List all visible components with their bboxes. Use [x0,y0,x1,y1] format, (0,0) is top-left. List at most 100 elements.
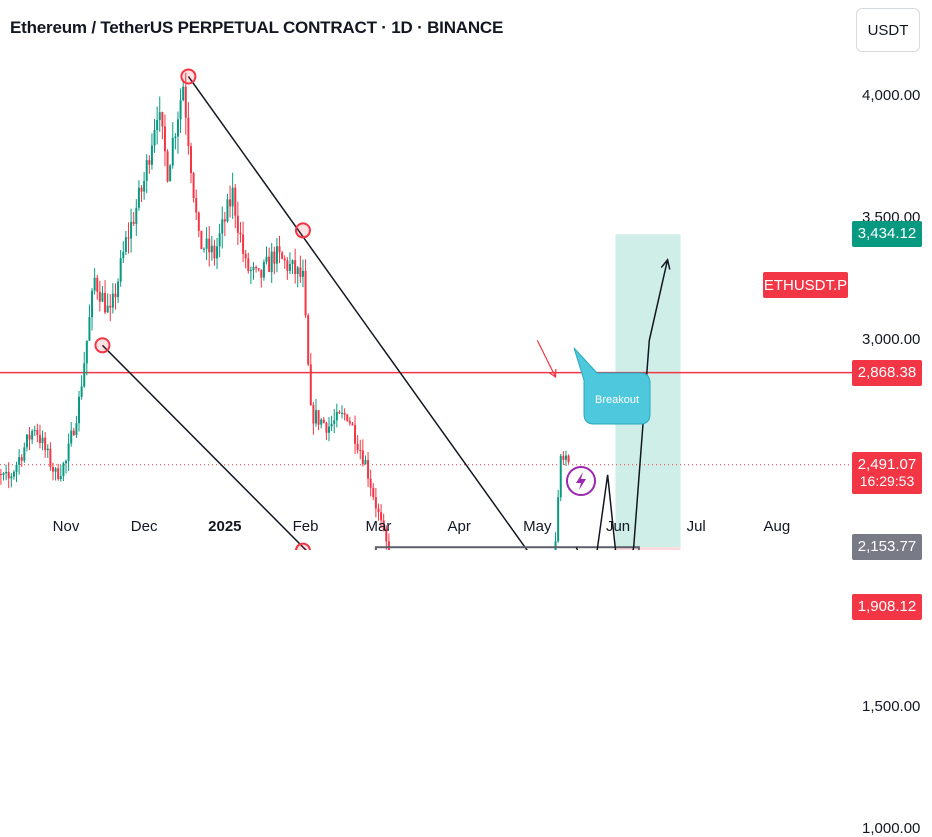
candle-body [148,160,151,165]
candle-body [564,455,567,460]
candle-body [51,466,54,472]
candle-body [325,422,328,433]
candle-body [234,187,237,216]
candle-body [85,340,88,364]
lightning-bolt-icon[interactable] [566,466,596,496]
candle-body [70,430,73,444]
candle-body [67,443,70,461]
candle-body [260,269,263,278]
candle-body [38,435,41,444]
candle-body [169,165,172,182]
candle-body [65,460,67,464]
price-badge-value: 3,434.12 [857,225,917,243]
candle-body [226,199,229,222]
candle-body [208,238,211,253]
horizontal-lines [0,371,852,466]
candle-body [137,187,140,208]
candle-body [96,277,99,292]
candle-body [57,468,60,480]
candle-body [554,541,557,550]
price-badge-last-price: 2,491.07 16:29:53 [852,451,922,494]
candle-body [127,237,130,239]
candle-body [15,464,18,472]
candle-body [216,246,219,259]
candle-body [387,541,390,550]
support-box[interactable] [374,546,640,550]
candle-body [150,145,153,165]
candle-body [229,199,232,207]
candle-body [372,487,375,498]
price-badge-value: 1,908.12 [857,598,917,616]
candle-body [33,429,36,432]
price-badge-countdown: 16:29:53 [859,472,915,489]
symbol-badge: ETHUSDT.P [763,272,848,298]
time-tick-label: Apr [447,518,471,535]
candle-body [0,473,2,475]
candle-body [49,448,52,467]
candle-body [187,117,190,147]
candle-body [275,246,278,264]
touch-point-marker [294,542,311,550]
candle-body [301,270,304,277]
candle-body [283,258,286,261]
candle-body [304,270,307,316]
candle-body [341,412,344,414]
down-arrow [536,340,557,378]
candle-body [197,212,200,231]
candle-body [255,266,258,269]
projection-arrowhead [660,258,671,270]
candle-body [294,260,297,275]
touch-point-marker [294,222,311,239]
candle-body [44,437,47,451]
price-chart[interactable]: Breakout [0,0,932,550]
candle-body [317,410,320,425]
candle-body [257,268,260,270]
candle-body [36,429,39,436]
candle-body [380,512,383,521]
candle-body [132,221,135,224]
candle-body [244,253,247,259]
candle-body [223,219,226,222]
candle-body [109,305,112,308]
candle-body [338,412,341,414]
candle-body [28,434,31,440]
candle-body [281,252,284,259]
price-badge-resistance: 2,868.38 [852,359,922,386]
candle-body [296,267,299,275]
candle-body [348,420,351,424]
candle-body [221,219,224,234]
breakout-callout: Breakout [573,347,651,425]
candle-body [93,277,96,291]
candle-body [265,256,268,262]
candle-body [25,434,28,448]
candle-body [143,180,146,192]
candle-body [88,317,91,341]
price-badge-value: 2,491.07 [857,455,917,473]
candle-body [18,457,21,465]
candle-body [205,238,208,249]
candle-body [351,423,354,426]
candle-body [20,457,23,461]
currency-button[interactable]: USDT [856,8,920,52]
candle-body [41,437,44,444]
candle-body [367,460,370,479]
candle-body [249,269,252,272]
candle-body [356,443,359,450]
candle-body [210,245,213,253]
candle-body [145,160,148,181]
candle-body [374,497,377,509]
candle-body [98,291,101,302]
candle-body [2,473,5,475]
price-badge-entry: 2,153.77 [852,534,922,561]
candle-body [278,246,281,253]
down-arrowhead [548,369,557,379]
price-tick-label: 4,000.00 [862,87,921,104]
candle-body [320,419,323,425]
candle-body [158,112,161,121]
candle-body [54,468,57,472]
candle-body [562,455,565,460]
trendline-lower-channel[interactable] [101,344,571,550]
trendline-upper-channel[interactable] [187,76,586,550]
candle-body [171,137,174,166]
candle-body [236,215,239,233]
